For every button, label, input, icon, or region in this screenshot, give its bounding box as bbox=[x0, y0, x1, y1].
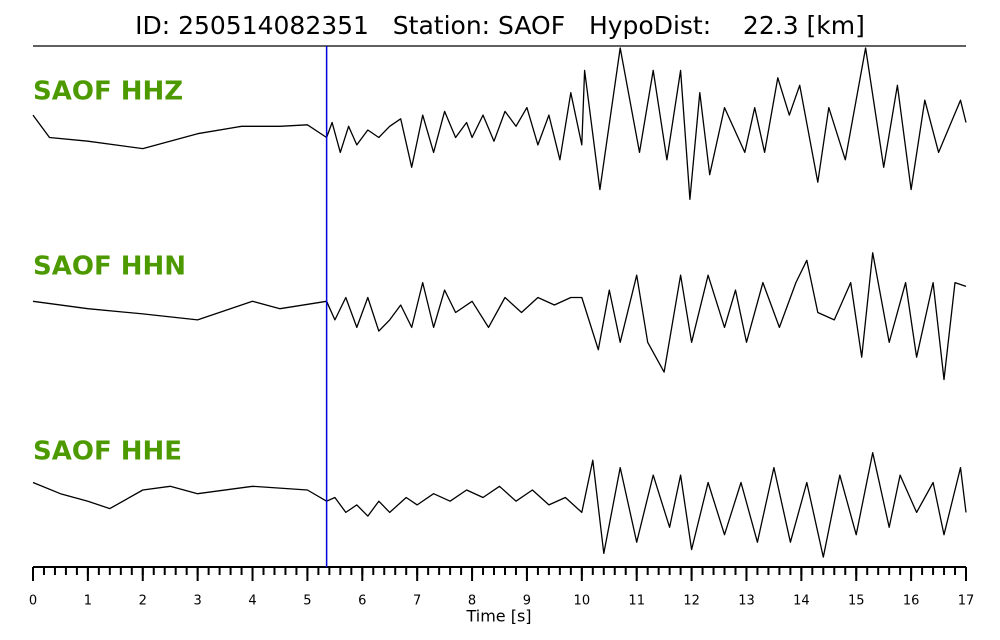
x-tick-label: 12 bbox=[683, 594, 700, 609]
x-tick-label: 9 bbox=[523, 594, 531, 609]
x-tick-label: 1 bbox=[84, 594, 92, 609]
waveform bbox=[32, 452, 967, 558]
x-tick-label: 10 bbox=[574, 594, 591, 609]
x-tick-label: 8 bbox=[468, 594, 476, 609]
x-tick-label: 0 bbox=[29, 594, 37, 609]
x-tick-label: 13 bbox=[738, 594, 755, 609]
trace-label: SAOF HHN bbox=[33, 252, 186, 282]
x-tick-label: 3 bbox=[194, 594, 202, 609]
x-tick-label: 14 bbox=[793, 594, 810, 609]
x-tick-label: 4 bbox=[248, 594, 256, 609]
waveform bbox=[32, 47, 967, 200]
x-tick-label: 11 bbox=[628, 594, 645, 609]
x-tick-label: 17 bbox=[958, 594, 975, 609]
x-tick-label: 2 bbox=[139, 594, 147, 609]
x-tick-label: 6 bbox=[358, 594, 366, 609]
trace-label: SAOF HHE bbox=[33, 437, 182, 467]
x-axis-label: Time [s] bbox=[465, 607, 531, 626]
x-tick-label: 16 bbox=[903, 594, 920, 609]
x-tick-label: 7 bbox=[413, 594, 421, 609]
x-tick-label: 5 bbox=[303, 594, 311, 609]
trace-label: SAOF HHZ bbox=[33, 77, 183, 107]
waveform bbox=[32, 252, 967, 381]
x-tick-label: 15 bbox=[848, 594, 865, 609]
chart-title: ID: 250514082351 Station: SAOF HypoDist:… bbox=[135, 11, 865, 40]
